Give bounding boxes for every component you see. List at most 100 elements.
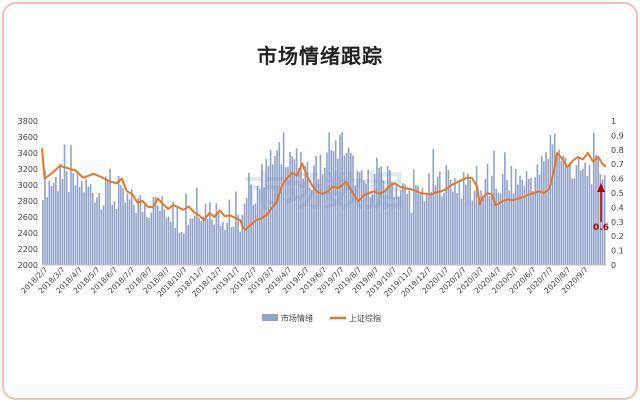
y-left-tick-label: 2400 — [18, 229, 38, 238]
sentiment-bar — [553, 133, 556, 265]
sentiment-bar — [406, 193, 409, 265]
sentiment-bar — [239, 231, 242, 265]
sentiment-bar — [276, 150, 278, 265]
sentiment-bar — [304, 165, 307, 265]
sentiment-bar — [523, 185, 526, 265]
sentiment-bar — [81, 181, 83, 265]
sentiment-bar — [465, 184, 467, 265]
sentiment-bar — [135, 212, 137, 265]
sentiment-bar — [109, 168, 111, 265]
sentiment-bar — [83, 192, 85, 265]
sentiment-bar — [297, 167, 300, 265]
sentiment-bar — [356, 170, 359, 265]
sentiment-bar — [586, 175, 589, 265]
sentiment-bar — [57, 191, 59, 265]
y-left-tick-label: 2600 — [18, 213, 38, 222]
sentiment-bar — [445, 165, 448, 265]
sentiment-bar — [55, 177, 57, 265]
sentiment-bar — [87, 186, 90, 265]
sentiment-bar — [130, 189, 133, 265]
sentiment-bar — [226, 222, 229, 265]
sentiment-bar — [172, 201, 174, 265]
sentiment-bar — [211, 219, 213, 265]
sentiment-bar — [85, 179, 88, 265]
sentiment-bar — [254, 203, 257, 265]
sentiment-bar — [117, 175, 120, 265]
y-right-tick-label: 1 — [611, 117, 616, 126]
sentiment-bar — [521, 179, 524, 265]
sentiment-bar — [165, 217, 168, 265]
sentiment-bar — [432, 148, 435, 265]
annotation: 0.6 — [593, 183, 609, 233]
sentiment-bar — [63, 144, 66, 265]
sentiment-bar — [44, 170, 46, 265]
sentiment-bar — [510, 166, 513, 265]
legend-label-sentiment: 市场情绪 — [281, 313, 313, 323]
sentiment-bar — [289, 151, 291, 265]
sentiment-bar — [441, 196, 443, 265]
sentiment-bar — [156, 205, 159, 265]
x-axis-labels: 2018/2/72018/3/72018/4/72018/5/72018/6/7… — [19, 265, 590, 299]
sentiment-bar — [100, 209, 103, 265]
sentiment-bar — [562, 155, 565, 265]
sentiment-bar — [508, 190, 511, 265]
sentiment-bar — [185, 193, 187, 265]
y-left-tick-label: 3400 — [18, 149, 38, 158]
y-right-tick-label: 0.8 — [611, 146, 624, 155]
sentiment-bar — [235, 191, 237, 265]
sentiment-bar — [566, 168, 569, 265]
sentiment-bar — [204, 204, 207, 265]
sentiment-bar — [128, 199, 131, 265]
y-right-tick-label: 0 — [611, 261, 616, 270]
sentiment-bar — [213, 224, 215, 265]
sentiment-bar — [178, 232, 181, 265]
y-right-tick-label: 0.4 — [611, 203, 624, 212]
sentiment-bar — [42, 200, 44, 265]
sentiment-bar — [499, 193, 502, 265]
sentiment-bar — [52, 183, 55, 265]
sentiment-bar — [399, 190, 402, 265]
sentiment-bar — [94, 202, 96, 265]
sentiment-bar — [150, 212, 153, 265]
sentiment-bar — [330, 150, 333, 265]
sentiment-bar — [334, 140, 337, 265]
sentiment-bar — [76, 170, 79, 265]
sentiment-bar — [547, 158, 550, 265]
sentiment-bar — [378, 167, 380, 265]
sentiment-bar — [341, 132, 343, 265]
sentiment-bar — [70, 145, 72, 265]
index-line-path — [41, 148, 607, 231]
sentiment-bar — [543, 161, 545, 265]
sentiment-bar — [532, 191, 534, 265]
sentiment-bar — [193, 215, 196, 265]
sentiment-bar — [423, 201, 426, 265]
sentiment-bar — [449, 179, 452, 265]
sentiment-bar — [202, 216, 205, 265]
sentiment-bar — [354, 185, 356, 265]
sentiment-bar — [438, 171, 441, 265]
sentiment-bar — [352, 155, 354, 265]
sentiment-bar — [263, 187, 265, 265]
sentiment-bar — [302, 178, 304, 265]
sentiment-bar — [154, 197, 157, 265]
sentiment-bar — [107, 181, 109, 265]
sentiment-bar — [230, 227, 233, 265]
sentiment-bar — [527, 178, 530, 265]
sentiment-bar — [222, 222, 224, 265]
sentiment-bar — [176, 206, 179, 265]
sentiment-bar — [115, 208, 118, 265]
sentiment-bar — [152, 197, 155, 265]
sentiment-bar — [133, 204, 135, 265]
sentiment-bar — [102, 205, 105, 265]
sentiment-bar — [545, 152, 547, 265]
sentiment-bars — [42, 132, 606, 265]
sentiment-bar — [462, 172, 465, 265]
sentiment-bar — [501, 173, 504, 265]
sentiment-bar — [243, 203, 246, 265]
sentiment-bar — [306, 161, 309, 265]
sentiment-bar — [473, 190, 476, 265]
sentiment-bar — [471, 200, 474, 265]
sentiment-bar — [410, 212, 413, 265]
sentiment-bar — [363, 180, 365, 265]
